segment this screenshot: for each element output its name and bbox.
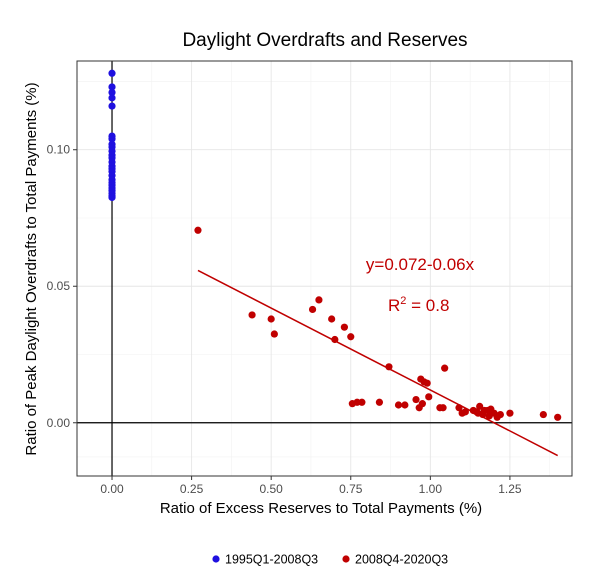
x-axis-title: Ratio of Excess Reserves to Total Paymen… <box>160 500 482 517</box>
data-point-series-2 <box>328 315 336 323</box>
data-point-series-2 <box>394 401 403 409</box>
y-tick-label: 0.10 <box>47 143 71 157</box>
data-point-series-2 <box>340 323 348 331</box>
data-point-series-2 <box>506 409 514 417</box>
legend-marker-series-1 <box>212 555 220 563</box>
data-point-series-2 <box>267 315 275 323</box>
legend-marker-series-2 <box>342 555 350 563</box>
x-tick-label: 0.00 <box>100 482 124 496</box>
data-point-series-1 <box>108 94 116 102</box>
r-squared-symbol: R <box>388 296 400 315</box>
data-point-series-2 <box>476 402 484 410</box>
data-point-series-2 <box>347 333 355 341</box>
data-point-series-2 <box>496 410 504 419</box>
data-point-series-2 <box>358 398 366 406</box>
panel-border <box>76 60 573 477</box>
data-point-series-1 <box>108 83 116 91</box>
data-point-series-2 <box>418 400 426 408</box>
data-point-series-2 <box>375 398 384 406</box>
x-tick-label: 0.25 <box>180 482 204 496</box>
x-tick-label: 0.50 <box>260 482 284 496</box>
data-point-series-2 <box>308 305 317 314</box>
y-tick-label: 0.00 <box>47 416 71 430</box>
data-point-series-2 <box>248 311 256 319</box>
data-point-series-2 <box>461 408 469 416</box>
data-point-series-2 <box>194 226 202 234</box>
data-point-series-1 <box>108 135 116 143</box>
data-point-series-1 <box>108 102 116 110</box>
data-point-series-2 <box>439 404 447 412</box>
x-tick-label: 0.75 <box>339 482 363 496</box>
data-point-series-1 <box>108 193 116 202</box>
data-point-series-1 <box>108 69 116 77</box>
data-point-series-2 <box>423 379 431 387</box>
data-point-series-2 <box>270 330 278 338</box>
chart-title: Daylight Overdrafts and Reserves <box>182 30 467 51</box>
data-point-series-2 <box>425 393 433 401</box>
r-squared-label: R2 = 0.8 <box>388 295 449 315</box>
y-axis-title: Ratio of Peak Daylight Overdrafts to Tot… <box>23 82 40 455</box>
legend-label-series-1: 1995Q1-2008Q3 <box>225 553 318 567</box>
x-tick-label: 1.00 <box>419 482 443 496</box>
y-tick-label: 0.05 <box>47 279 71 293</box>
r-squared-value: = 0.8 <box>406 296 449 315</box>
plot-panel: 0.00 0.25 0.50 0.75 1.00 1.25 0.00 0.05 0.10 <box>47 60 573 496</box>
legend-label-series-2: 2008Q4-2020Q3 <box>355 553 448 567</box>
regression-equation: y=0.072-0.06x <box>366 255 475 274</box>
data-point-series-2 <box>554 413 562 421</box>
data-point-series-1 <box>108 88 116 96</box>
regression-line <box>197 269 559 457</box>
legend: 1995Q1-2008Q3 2008Q4-2020Q3 <box>212 553 448 567</box>
data-point-series-2 <box>539 410 547 419</box>
data-point-series-2 <box>315 296 323 304</box>
r-squared-superscript: 2 <box>400 295 406 307</box>
data-point-series-2 <box>401 401 409 409</box>
data-point-series-2 <box>441 364 449 372</box>
data-point-series-2 <box>412 395 420 404</box>
x-tick-label: 1.25 <box>498 482 522 496</box>
